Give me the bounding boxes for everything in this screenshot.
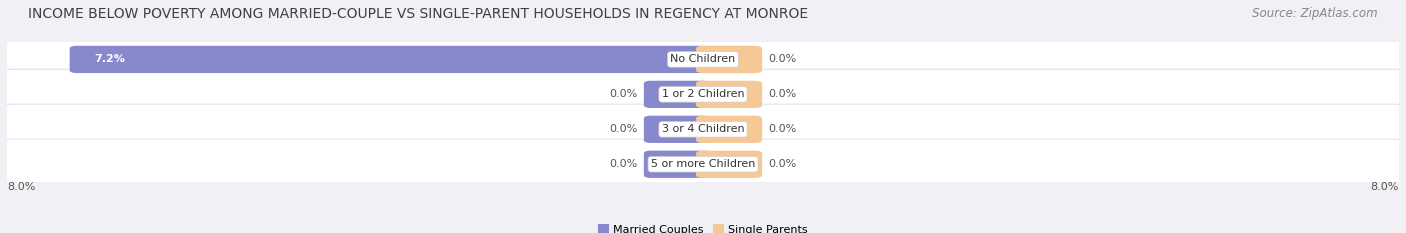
FancyBboxPatch shape (696, 116, 762, 143)
FancyBboxPatch shape (0, 104, 1406, 154)
Text: 0.0%: 0.0% (610, 159, 638, 169)
Text: No Children: No Children (671, 55, 735, 64)
FancyBboxPatch shape (644, 116, 710, 143)
FancyBboxPatch shape (696, 46, 762, 73)
FancyBboxPatch shape (70, 46, 710, 73)
FancyBboxPatch shape (644, 81, 710, 108)
FancyBboxPatch shape (0, 34, 1406, 85)
FancyBboxPatch shape (0, 139, 1406, 189)
Text: 3 or 4 Children: 3 or 4 Children (662, 124, 744, 134)
Text: 5 or more Children: 5 or more Children (651, 159, 755, 169)
FancyBboxPatch shape (696, 151, 762, 178)
FancyBboxPatch shape (696, 81, 762, 108)
Text: INCOME BELOW POVERTY AMONG MARRIED-COUPLE VS SINGLE-PARENT HOUSEHOLDS IN REGENCY: INCOME BELOW POVERTY AMONG MARRIED-COUPL… (28, 7, 808, 21)
Text: 8.0%: 8.0% (7, 182, 35, 192)
Text: 0.0%: 0.0% (768, 159, 796, 169)
Text: 0.0%: 0.0% (768, 89, 796, 99)
Text: 0.0%: 0.0% (768, 55, 796, 64)
Text: 7.2%: 7.2% (94, 55, 125, 64)
Text: 0.0%: 0.0% (610, 124, 638, 134)
Legend: Married Couples, Single Parents: Married Couples, Single Parents (593, 220, 813, 233)
Text: 0.0%: 0.0% (768, 124, 796, 134)
Text: 8.0%: 8.0% (1371, 182, 1399, 192)
FancyBboxPatch shape (644, 151, 710, 178)
Text: 0.0%: 0.0% (610, 89, 638, 99)
FancyBboxPatch shape (0, 69, 1406, 120)
Text: Source: ZipAtlas.com: Source: ZipAtlas.com (1253, 7, 1378, 20)
Text: 1 or 2 Children: 1 or 2 Children (662, 89, 744, 99)
